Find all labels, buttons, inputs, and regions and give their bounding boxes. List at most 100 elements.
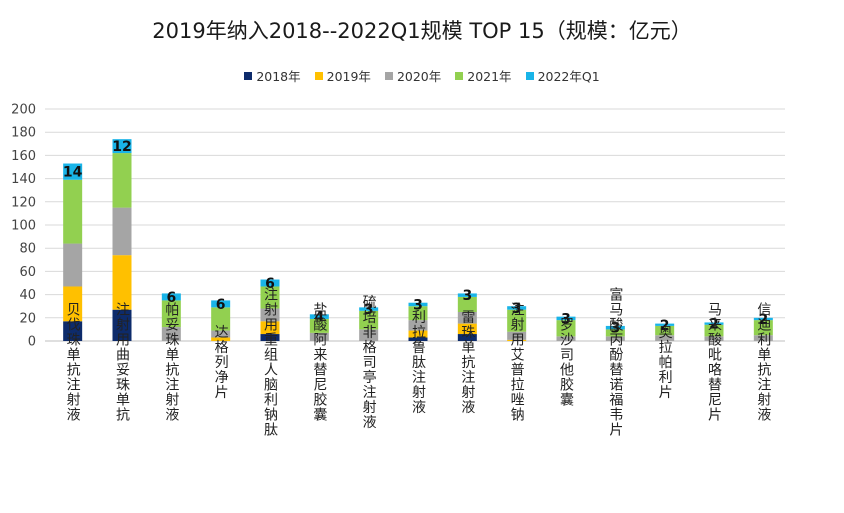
bar-segment	[309, 332, 329, 341]
legend-label: 2018年	[256, 69, 301, 84]
bar-segment	[112, 139, 132, 154]
bar-segment	[556, 320, 576, 337]
data-label: 3	[413, 297, 423, 313]
y-tick-label: 40	[19, 288, 36, 303]
data-label: 6	[265, 276, 275, 292]
data-label: 3	[512, 301, 522, 317]
legend-label: 2019年	[326, 69, 371, 84]
bar-segment	[605, 325, 625, 330]
chart-legend: 2018年 2019年 2020年 2021年 2022年Q1	[0, 66, 844, 85]
category-label: 达格列净片	[213, 325, 229, 400]
bar-segment	[556, 336, 576, 341]
legend-swatch	[384, 71, 393, 80]
legend-item: 2022年Q1	[525, 66, 600, 85]
category-label: 信迪利单抗注射液	[755, 302, 771, 422]
category-label: 帕妥珠单抗注射液	[163, 302, 179, 422]
category-label: 利拉鲁肽注射液	[410, 310, 426, 415]
bar-segment	[655, 335, 675, 341]
y-tick-label: 20	[19, 311, 36, 326]
data-label: 2	[660, 318, 670, 334]
bar-segment	[655, 323, 675, 326]
data-label: 2	[709, 317, 719, 333]
bar-segment	[211, 337, 231, 341]
bar-segment	[211, 330, 231, 338]
bar-segment	[359, 310, 379, 330]
y-tick-label: 140	[11, 172, 36, 187]
bar-segment	[408, 306, 428, 321]
bar-segment	[63, 321, 83, 341]
bar-segment	[63, 286, 83, 322]
bar-segment	[753, 320, 773, 336]
legend-swatch	[455, 71, 464, 80]
y-tick-label: 0	[28, 335, 36, 350]
bar-segment	[112, 255, 132, 310]
bar-segment	[704, 322, 724, 325]
legend-item: 2021年	[455, 66, 512, 85]
y-tick-label: 160	[11, 149, 36, 164]
bar-segment	[161, 327, 181, 341]
bar-segment	[359, 307, 379, 311]
category-label: 奥拉帕利片	[657, 324, 673, 400]
legend-label: 2020年	[396, 69, 442, 84]
bar-segment	[112, 207, 132, 256]
data-label: 14	[63, 165, 83, 181]
data-label: 6	[166, 290, 176, 306]
category-label: 注射用重组人脑利钠肽	[262, 287, 278, 437]
y-tick-label: 60	[19, 265, 36, 280]
bar-segment	[556, 316, 576, 321]
bar-segment	[753, 317, 773, 321]
chart-title: 2019年纳入2018--2022Q1规模 TOP 15（规模：亿元）	[152, 19, 692, 43]
bar-segment	[605, 329, 625, 337]
legend-swatch	[525, 71, 534, 80]
y-tick-label: 100	[11, 219, 36, 234]
category-label: 罗沙司他胶囊	[558, 317, 574, 407]
bar-segment	[161, 293, 181, 301]
y-tick-label: 80	[19, 242, 36, 257]
bar-segment	[457, 293, 477, 297]
data-label: 3	[610, 321, 620, 337]
bar-segment	[408, 320, 428, 331]
bar-segment	[704, 324, 724, 337]
legend-swatch	[314, 71, 323, 80]
bar-segment	[309, 318, 329, 333]
bar-segment	[507, 331, 527, 340]
bar-segment	[63, 163, 83, 180]
bar-segment	[408, 302, 428, 307]
y-tick-label: 180	[11, 126, 36, 141]
category-label: 注射用艾普拉唑钠	[509, 302, 525, 422]
y-tick-label: 200	[11, 103, 36, 118]
data-label: 3	[561, 311, 571, 327]
legend-label: 2022年Q1	[537, 69, 600, 84]
bar-segment	[211, 300, 231, 308]
legend-item: 2019年	[314, 66, 371, 85]
category-label: 贝伐珠单抗注射液	[65, 302, 81, 422]
bar-segment	[309, 314, 329, 319]
bar-segment	[704, 336, 724, 341]
bar-segment	[408, 330, 428, 338]
bar-segment	[359, 329, 379, 341]
legend-swatch	[244, 71, 253, 80]
data-label: 6	[216, 297, 226, 313]
bar-segment	[112, 309, 132, 341]
data-label: 4	[314, 310, 324, 326]
bar-segment	[260, 279, 280, 287]
y-tick-label: 120	[11, 195, 36, 210]
category-label: 马来酸吡咯替尼片	[706, 302, 722, 422]
data-label: 3	[364, 302, 374, 318]
legend-label: 2021年	[467, 69, 512, 84]
bar-segment	[63, 179, 83, 244]
bar-segment	[211, 307, 231, 331]
bar-segment	[260, 334, 280, 341]
bar-segment	[457, 296, 477, 312]
bar-segment	[605, 336, 625, 341]
category-label: 硫培非格司亭注射液	[361, 295, 377, 430]
bar-segment	[457, 323, 477, 335]
data-label: 3	[462, 288, 472, 304]
bar-segment	[112, 153, 132, 208]
bar-segment	[457, 312, 477, 324]
legend-item: 2020年	[384, 66, 442, 85]
bar-segment	[753, 335, 773, 341]
category-label: 富马酸丙酚替诺福韦片	[607, 286, 623, 437]
bar-segment	[260, 321, 280, 335]
